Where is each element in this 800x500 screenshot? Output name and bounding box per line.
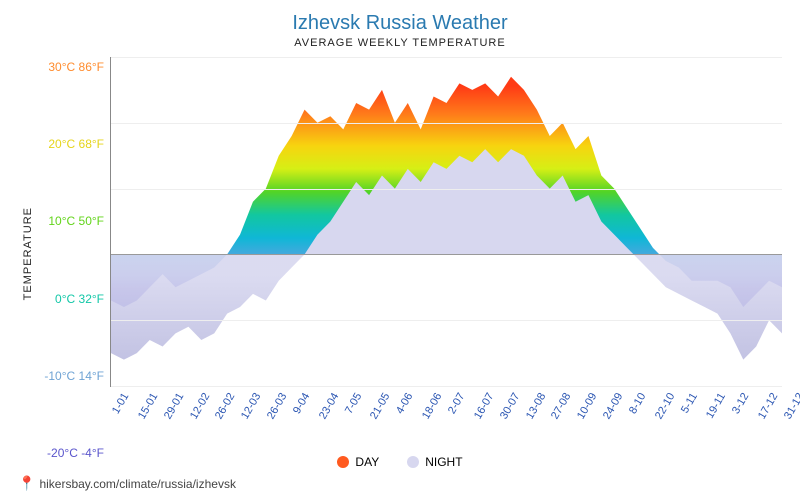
x-tick: 3-12 [730,391,751,416]
footer-text: hikersbay.com/climate/russia/izhevsk [39,477,236,491]
x-tick: 1-01 [110,391,131,416]
legend-item: DAY [337,455,379,469]
x-tick: 8-10 [627,391,648,416]
chart-subtitle: AVERAGE WEEKLY TEMPERATURE [18,37,782,49]
x-tick: 19-11 [704,391,728,421]
x-tick: 13-08 [524,391,548,421]
page-title: Izhevsk Russia Weather [18,12,782,35]
plot-area [110,57,782,387]
location-pin-icon: 📍 [18,475,35,492]
legend-item: NIGHT [407,455,462,469]
x-tick: 30-07 [498,391,522,421]
footer: 📍 hikersbay.com/climate/russia/izhevsk [18,473,782,492]
legend-label: DAY [355,455,379,469]
x-tick: 12-03 [239,391,263,421]
x-tick: 31-12 [782,391,800,421]
x-tick: 12-02 [188,391,212,421]
x-tick: 5-11 [679,391,700,415]
x-tick: 29-01 [162,391,186,421]
x-tick: 26-02 [213,391,237,421]
x-tick: 26-03 [265,391,289,421]
x-tick: 9-04 [291,391,312,416]
y-axis-label: TEMPERATURE [18,207,38,300]
y-axis: 30°C 86°F20°C 68°F10°C 50°F0°C 32°F-10°C… [38,57,110,451]
x-tick: 24-09 [601,391,625,421]
legend-label: NIGHT [425,455,462,469]
x-axis: 1-0115-0129-0112-0226-0212-0326-039-0423… [110,387,782,451]
x-tick: 27-08 [549,391,573,421]
x-tick: 17-12 [756,391,780,421]
x-tick: 10-09 [575,391,599,421]
x-tick: 21-05 [368,391,392,421]
x-tick: 15-01 [136,391,160,421]
x-tick: 18-06 [420,391,444,421]
x-tick: 7-05 [343,391,364,416]
legend-dot-icon [407,456,419,468]
x-tick: 22-10 [653,391,677,421]
x-tick: 23-04 [317,391,341,421]
x-tick: 16-07 [472,391,496,421]
legend-dot-icon [337,456,349,468]
legend: DAY NIGHT [18,451,782,473]
x-tick: 2-07 [446,391,467,416]
chart-svg [111,57,782,386]
x-tick: 4-06 [394,391,415,416]
